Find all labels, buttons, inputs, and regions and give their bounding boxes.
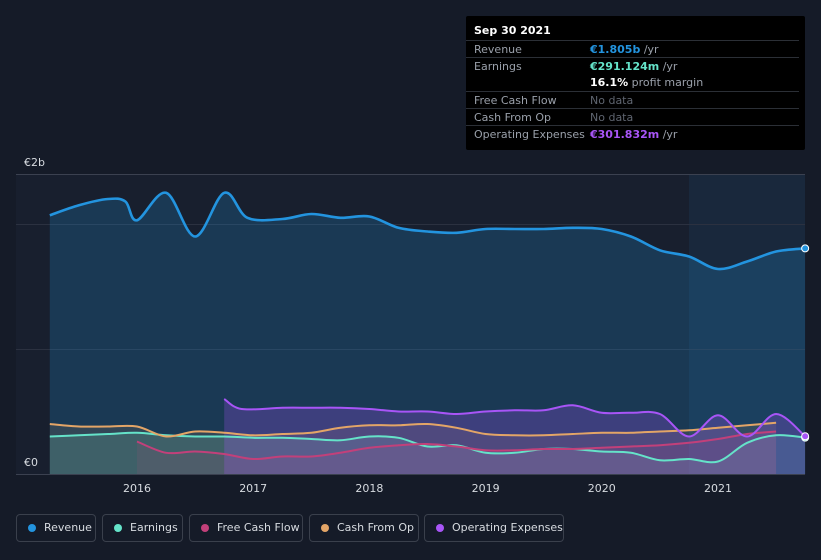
legend-dot-icon	[28, 524, 36, 532]
operating-expenses-line	[223, 398, 806, 438]
tooltip-value: 16.1% profit margin	[590, 76, 703, 89]
tooltip-label: Earnings	[474, 60, 522, 73]
tooltip-value-suffix: /yr	[640, 43, 659, 56]
tooltip-value: No data	[590, 94, 634, 107]
operating-expenses-end-marker	[801, 432, 810, 441]
tooltip-value-number: €291.124m	[590, 60, 660, 73]
series-lines	[49, 191, 806, 464]
tooltip-value-number: €301.832m	[590, 128, 660, 141]
legend-label: Operating Expenses	[452, 521, 563, 534]
tooltip-label: Revenue	[474, 43, 522, 56]
tooltip-value: €291.124m /yr	[590, 60, 677, 73]
tooltip-row-free-cash-flow: Free Cash Flow No data	[466, 91, 799, 109]
legend-dot-icon	[321, 524, 329, 532]
tooltip-value-suffix: /yr	[659, 60, 678, 73]
tooltip-value-suffix: /yr	[659, 128, 678, 141]
tooltip-value: No data	[590, 111, 634, 124]
legend-cash-from-op[interactable]: Cash From Op	[309, 514, 419, 542]
earnings-area	[49, 432, 806, 474]
free-cash-flow-area	[137, 431, 777, 474]
tooltip-row-revenue: Revenue €1.805b /yr	[466, 40, 799, 58]
legend-operating-expenses[interactable]: Operating Expenses	[424, 514, 564, 542]
legend-dot-icon	[436, 524, 444, 532]
tooltip-value-suffix: profit margin	[628, 76, 704, 89]
tooltip-value: €1.805b /yr	[590, 43, 659, 56]
y-axis-top-label: €2b	[24, 156, 45, 169]
revenue-end-marker	[801, 244, 810, 253]
data-tooltip: Sep 30 2021 Revenue €1.805b /yr Earnings…	[466, 16, 805, 150]
cash-from-op-line	[49, 421, 777, 438]
x-tick-label: 2020	[587, 482, 616, 495]
legend-label: Revenue	[44, 521, 92, 534]
free-cash-flow-line	[136, 430, 777, 461]
revenue-area	[49, 192, 806, 475]
legend-revenue[interactable]: Revenue	[16, 514, 96, 542]
legend-dot-icon	[114, 524, 122, 532]
tooltip-row-operating-expenses: Operating Expenses €301.832m /yr	[466, 125, 799, 143]
x-tick-label: 2019	[471, 482, 500, 495]
legend-dot-icon	[201, 524, 209, 532]
legend-label: Earnings	[130, 521, 178, 534]
cash-from-op-area	[49, 422, 777, 474]
legend-label: Cash From Op	[337, 521, 415, 534]
legend-earnings[interactable]: Earnings	[102, 514, 183, 542]
tooltip-value-number: 16.1%	[590, 76, 629, 89]
operating-expenses-area	[224, 399, 806, 474]
tooltip-label: Free Cash Flow	[474, 94, 557, 107]
tooltip-row-earnings: Earnings €291.124m /yr	[466, 57, 799, 75]
tooltip-value: €301.832m /yr	[590, 128, 677, 141]
tooltip-row-cash-from-op: Cash From Op No data	[466, 108, 799, 126]
x-tick-label: 2018	[355, 482, 384, 495]
series-end-markers	[801, 244, 810, 442]
legend-label: Free Cash Flow	[217, 521, 300, 534]
series-areas	[49, 192, 806, 475]
tooltip-row-margin: 16.1% profit margin	[466, 74, 799, 91]
tooltip-date: Sep 30 2021	[474, 24, 551, 37]
tooltip-label: Operating Expenses	[474, 128, 585, 141]
revenue-line	[49, 191, 806, 271]
x-tick-label: 2017	[239, 482, 268, 495]
legend-free-cash-flow[interactable]: Free Cash Flow	[189, 514, 303, 542]
tooltip-value-number: €1.805b	[590, 43, 641, 56]
x-tick-label: 2021	[704, 482, 732, 495]
y-axis-bottom-label: €0	[24, 456, 38, 469]
x-tick-label: 2016	[123, 482, 151, 495]
tooltip-label: Cash From Op	[474, 111, 552, 124]
